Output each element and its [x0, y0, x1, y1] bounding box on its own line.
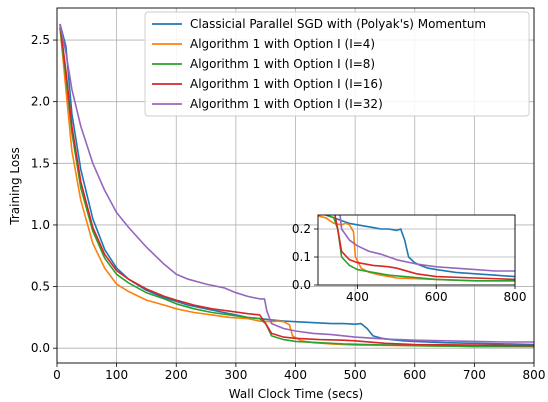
inset-x-tick-label: 600	[425, 290, 448, 304]
inset-axis-ticks: 400 600 800 0.0 0.1 0.2	[292, 222, 527, 304]
legend: Classicial Parallel SGD with (Polyak's) …	[144, 11, 530, 117]
x-tick-label: 500	[344, 368, 367, 382]
inset-series-line-1	[324, 215, 515, 278]
y-tick-label: 1.5	[31, 156, 50, 170]
inset-series-line-3	[324, 215, 515, 282]
legend-label-1: Classicial Parallel SGD with (Polyak's) …	[190, 17, 486, 31]
x-tick-label: 200	[165, 368, 188, 382]
legend-label-3: Algorithm 1 with Option I (I=8)	[190, 57, 375, 71]
x-tick-label: 800	[523, 368, 546, 382]
inset-zoom-plot: 400 600 800 0.0 0.1 0.2	[292, 214, 527, 304]
x-tick-label: 400	[284, 368, 307, 382]
y-tick-label: 0.0	[31, 341, 50, 355]
x-tick-label: 300	[224, 368, 247, 382]
inset-series-line-2	[318, 215, 515, 282]
legend-label-4: Algorithm 1 with Option I (I=16)	[190, 77, 383, 91]
inset-y-tick-label: 0.1	[292, 250, 311, 264]
inset-series-group	[318, 215, 515, 282]
legend-box	[144, 11, 530, 117]
y-tick-label: 1.0	[31, 218, 50, 232]
x-axis-label: Wall Clock Time (secs)	[229, 387, 363, 401]
inset-frame	[317, 214, 516, 286]
inset-x-tick-label: 800	[504, 290, 527, 304]
inset-x-tick-label: 400	[346, 290, 369, 304]
legend-label-5: Algorithm 1 with Option I (I=32)	[190, 97, 383, 111]
inset-y-tick-label: 0.0	[292, 278, 311, 292]
series-line-4	[59, 23, 535, 347]
x-tick-label: 100	[105, 368, 128, 382]
y-tick-label: 0.5	[31, 280, 50, 294]
y-axis-label: Training Loss	[8, 147, 22, 225]
x-tick-label: 0	[53, 368, 61, 382]
inset-series-line-5	[339, 215, 515, 272]
series-line-3	[59, 27, 534, 348]
legend-label-2: Algorithm 1 with Option I (I=4)	[190, 37, 375, 51]
x-tick-label: 700	[463, 368, 486, 382]
legend-items: Classicial Parallel SGD with (Polyak's) …	[152, 17, 486, 111]
x-tick-label: 600	[403, 368, 426, 382]
inset-y-tick-label: 0.2	[292, 222, 311, 236]
y-tick-label: 2.5	[31, 33, 50, 47]
series-line-5	[59, 23, 534, 343]
main-axis-ticks: 0 100 200 300 400 500 600 700 800 0.0 0.5 1.0 1.5 2.0…	[31, 33, 546, 382]
main-series-group	[59, 23, 535, 348]
inset-series-line-4	[334, 215, 515, 281]
y-tick-label: 2.0	[31, 95, 50, 109]
